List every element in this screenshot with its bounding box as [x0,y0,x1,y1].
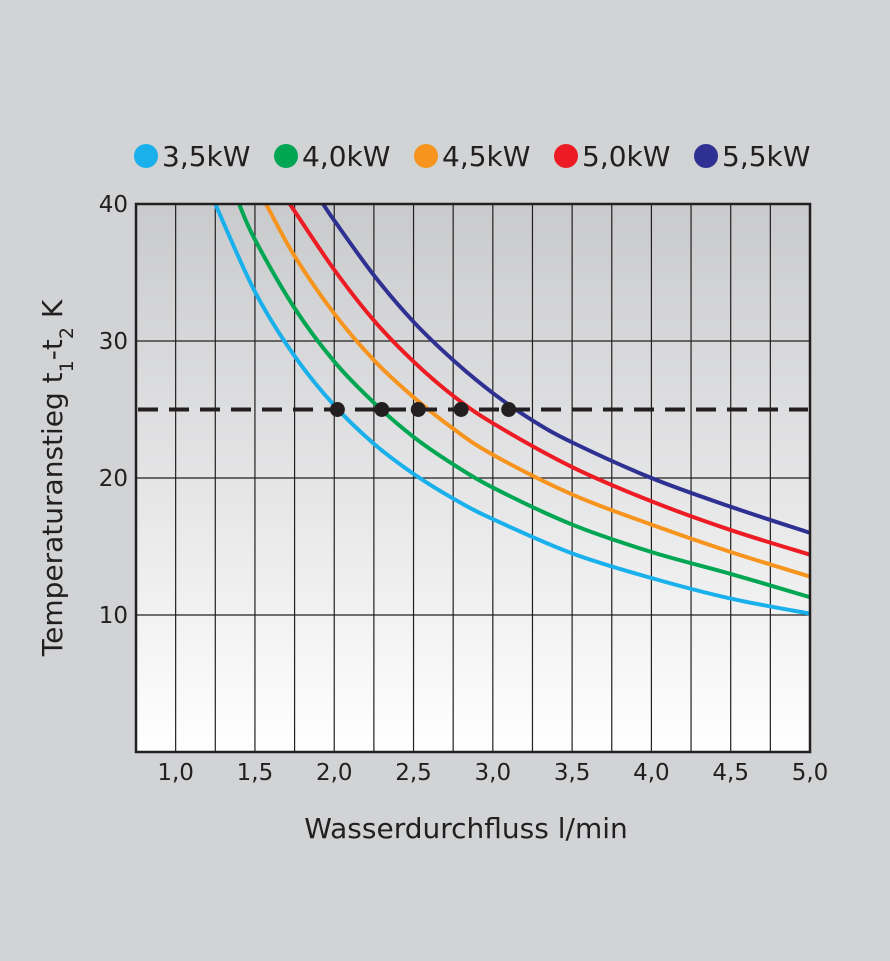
y-axis-title-main: Temperaturanstieg t [36,372,69,657]
y-tick-label: 40 [99,192,128,218]
intersection-marker-3 [410,402,426,417]
legend-label-3: 4,5kW [442,140,530,173]
legend-swatch-3 [414,144,438,168]
y-axis-title-tail: K [36,299,69,327]
legend-swatch-2 [274,144,298,168]
series-lines [213,204,810,616]
x-tick-label: 4,5 [712,760,749,786]
y-tick-labels: 10 20 30 40 [99,192,128,629]
y-tick-label: 10 [99,603,128,629]
x-tick-labels: 1,0 1,5 2,0 2,5 3,0 3,5 4,0 4,5 5,0 [157,760,828,786]
series-line-4 [287,204,810,557]
x-tick-label: 5,0 [792,760,829,786]
legend-swatch-5 [694,144,718,168]
intersection-markers [329,402,517,417]
y-tick-label: 30 [99,329,128,355]
x-tick-label: 1,0 [157,760,194,786]
series-line-1 [213,204,810,616]
x-axis-title: Wasserdurchfluss l/min [304,812,628,845]
plot-frame [134,202,812,754]
x-tick-label: 2,0 [316,760,353,786]
series-line-5 [321,204,810,535]
x-tick-label: 1,5 [237,760,274,786]
legend-swatch-4 [554,144,578,168]
x-tick-label: 3,0 [475,760,512,786]
y-tick-label: 20 [99,466,128,492]
legend-swatch-1 [134,144,158,168]
legend-label-2: 4,0kW [302,140,390,173]
series-line-3 [264,204,810,579]
y-axis-title-sub2: 2 [56,327,78,339]
intersection-marker-5 [501,402,517,417]
intersection-marker-4 [453,402,469,417]
legend-label-5: 5,5kW [722,140,810,173]
x-tick-label: 3,5 [554,760,591,786]
series-line-2 [237,204,810,600]
y-axis-title-sub1: 1 [56,360,78,372]
x-tick-label: 2,5 [395,760,432,786]
y-axis-title-mid: -t [36,339,69,360]
x-tick-label: 4,0 [633,760,670,786]
intersection-marker-2 [374,402,390,417]
legend-label-1: 3,5kW [162,140,250,173]
legend: 3,5kW 4,0kW 4,5kW 5,0kW 5,5kW [134,140,810,173]
y-axis-title: Temperaturanstieg t1-t2 K [36,299,78,657]
legend-label-4: 5,0kW [582,140,670,173]
intersection-marker-1 [329,402,345,417]
